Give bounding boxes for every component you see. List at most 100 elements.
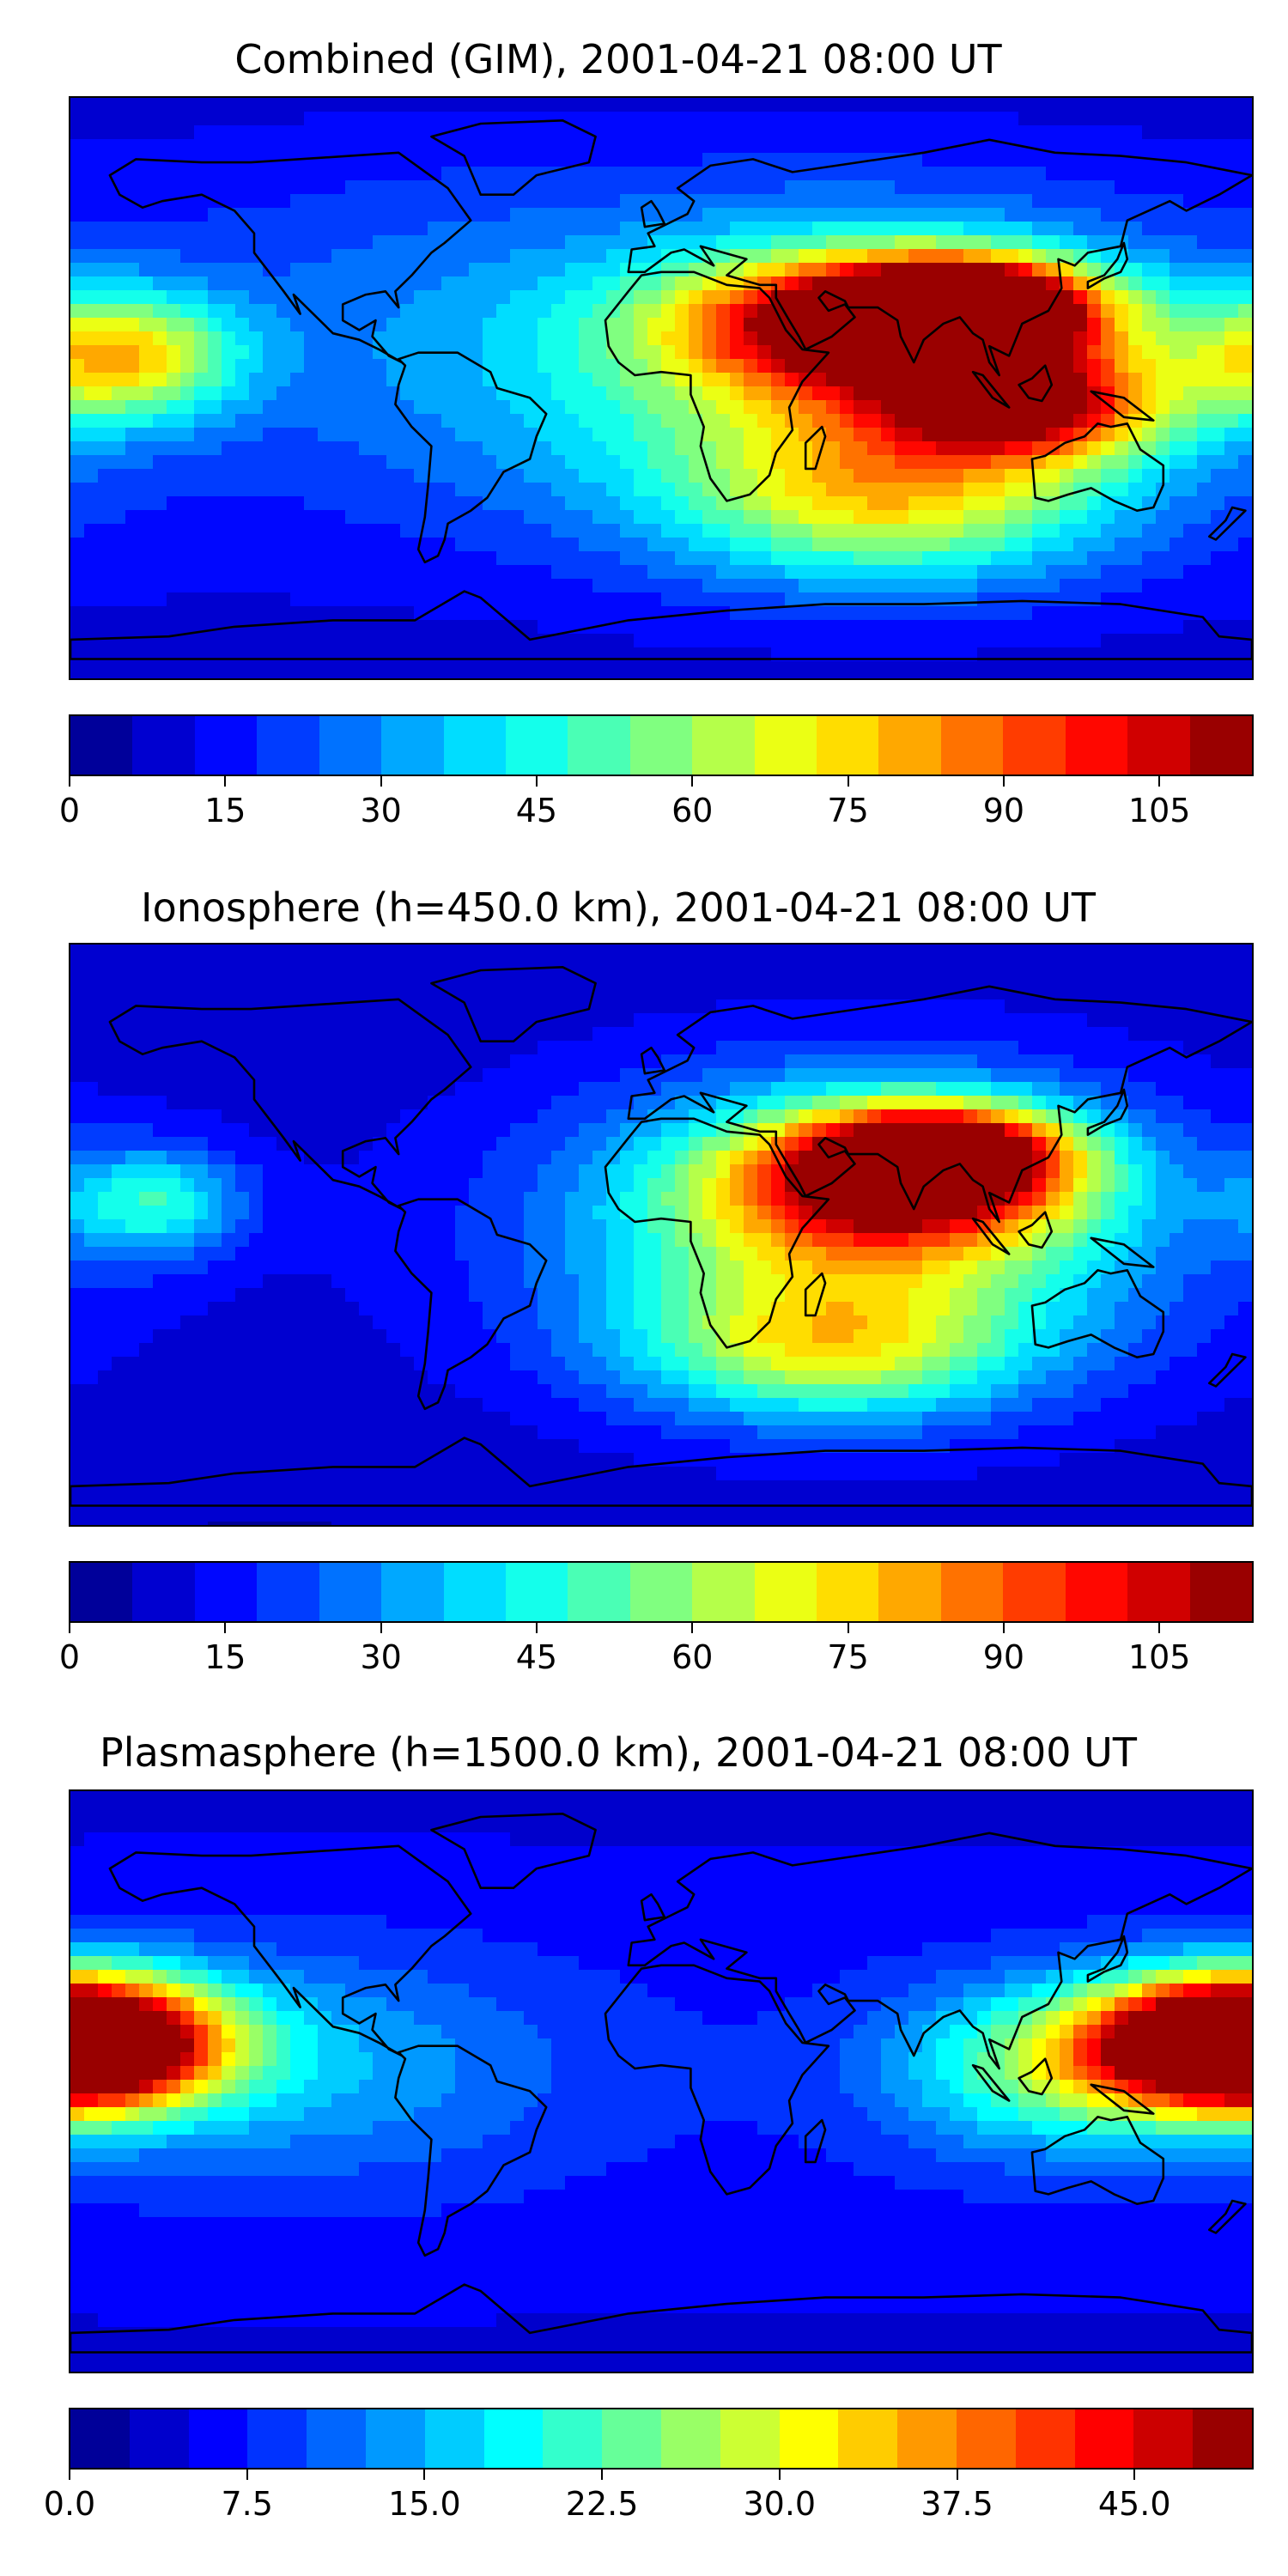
colorbar-segment <box>1003 716 1066 775</box>
colorbar-segment <box>1193 2409 1252 2468</box>
colorbar-segment <box>1127 1563 1190 1621</box>
tick-label: 60 <box>671 792 714 829</box>
coastline-sumatra <box>971 1217 1011 1255</box>
colorbar-segment <box>1065 716 1128 775</box>
colorbar-segment <box>129 2409 189 2468</box>
colorbar-segment <box>1015 2409 1075 2468</box>
tick-label: 75 <box>827 1638 869 1676</box>
tick-mark <box>380 776 382 787</box>
colorbar-segment <box>629 1563 693 1621</box>
colorbar-segment <box>692 716 755 775</box>
coastline-antarctica <box>70 1437 1252 1507</box>
tick-mark <box>1133 2470 1136 2480</box>
coastline-north-america <box>108 151 472 364</box>
map-title-plasmasphere: Plasmasphere (h=1500.0 km), 2001-04-21 0… <box>100 1729 1137 1776</box>
tick-mark <box>691 1623 694 1633</box>
tec-map-combined <box>69 96 1254 680</box>
colorbar-segment <box>307 2409 366 2468</box>
colorbar-segment <box>505 716 568 775</box>
coastline-north-america <box>108 1844 472 2057</box>
coastline-africa <box>604 270 830 502</box>
colorbar-segment <box>1189 716 1253 775</box>
colorbar-segment <box>381 716 444 775</box>
tick-mark <box>380 1623 382 1633</box>
coastline-new-guinea <box>1090 1236 1155 1268</box>
colorbar-segment <box>692 1563 755 1621</box>
coastline-africa <box>604 1117 830 1349</box>
colorbar-segment <box>568 716 630 775</box>
coastline-madagascar <box>804 2118 827 2164</box>
tick-label: 60 <box>671 1638 714 1676</box>
colorbar-segment <box>940 1563 1004 1621</box>
colorbar-ionosphere <box>69 1561 1254 1623</box>
coastline-australia <box>1030 1268 1165 1359</box>
coastline-eurasia <box>627 985 1252 1224</box>
coastline-antarctica <box>70 2283 1252 2354</box>
tec-field <box>70 945 1252 1525</box>
coastline-uk <box>640 199 666 228</box>
tick-label: 15.0 <box>388 2485 461 2523</box>
colorbar-segment <box>568 1563 630 1621</box>
colorbar-segment <box>754 716 817 775</box>
tick-mark <box>1002 1623 1005 1633</box>
tick-mark <box>956 2470 958 2480</box>
tick-mark <box>69 1623 70 1633</box>
colorbar-segment <box>779 2409 839 2468</box>
coastline-greenland <box>430 118 597 196</box>
coastline-eurasia <box>627 1832 1252 2070</box>
colorbar-segment <box>1074 2409 1134 2468</box>
colorbar-segment <box>443 1563 506 1621</box>
colorbar-segment <box>940 716 1004 775</box>
tick-label: 45 <box>515 792 558 829</box>
colorbar-segment <box>505 1563 568 1621</box>
coastline-south-america <box>394 351 548 564</box>
tick-label: 30 <box>360 1638 402 1676</box>
coastline-borneo <box>1018 364 1054 403</box>
colorbar-segment <box>194 716 258 775</box>
colorbar-segment <box>660 2409 720 2468</box>
coastline-australia <box>1030 2115 1165 2206</box>
colorbar-ticks-combined: 0 15 30 45 60 75 90 105 <box>59 776 1254 829</box>
coastline-greenland <box>430 1812 597 1889</box>
coastline-sumatra <box>971 370 1011 409</box>
coastline-uk <box>640 1046 666 1075</box>
tick-label: 0 <box>58 1638 81 1676</box>
tec-field <box>70 1791 1252 2372</box>
tick-label: 105 <box>1127 792 1191 829</box>
coastline-madagascar <box>804 1272 827 1317</box>
coastlines <box>70 1812 1252 2354</box>
colorbar-segment <box>132 716 195 775</box>
colorbar-segment <box>817 1563 879 1621</box>
colorbar-segment <box>70 1563 133 1621</box>
coastline-new-zealand <box>1208 2199 1247 2234</box>
coastline-new-zealand <box>1208 1352 1247 1388</box>
colorbar-segment <box>897 2409 957 2468</box>
coastline-japan <box>1086 1088 1129 1136</box>
coastline-sumatra <box>971 2063 1011 2102</box>
coastline-japan <box>1086 241 1129 289</box>
coastline-south-america <box>394 1198 548 1411</box>
coastline-antarctica <box>70 590 1252 660</box>
colorbar-segment <box>365 2409 425 2468</box>
tick-mark <box>778 2470 781 2480</box>
colorbar-segment <box>194 1563 258 1621</box>
colorbar-segment <box>720 2409 780 2468</box>
colorbar-segment <box>838 2409 898 2468</box>
colorbar-segment <box>878 716 941 775</box>
tick-mark <box>535 776 538 787</box>
colorbar-segment <box>629 716 693 775</box>
tick-mark <box>691 776 694 787</box>
tec-field <box>70 98 1252 678</box>
tick-label: 105 <box>1127 1638 1191 1676</box>
coastline-madagascar <box>804 425 827 471</box>
colorbar-segment <box>543 2409 603 2468</box>
colorbar-segment <box>443 716 506 775</box>
colorbar-combined <box>69 714 1254 776</box>
tick-label: 0.0 <box>43 2485 96 2523</box>
tick-label: 22.5 <box>565 2485 639 2523</box>
tick-label: 0 <box>58 792 81 829</box>
colorbar-segment <box>70 716 133 775</box>
coastline-uk <box>640 1893 666 1922</box>
tick-label: 90 <box>982 792 1025 829</box>
coastlines <box>70 118 1252 660</box>
